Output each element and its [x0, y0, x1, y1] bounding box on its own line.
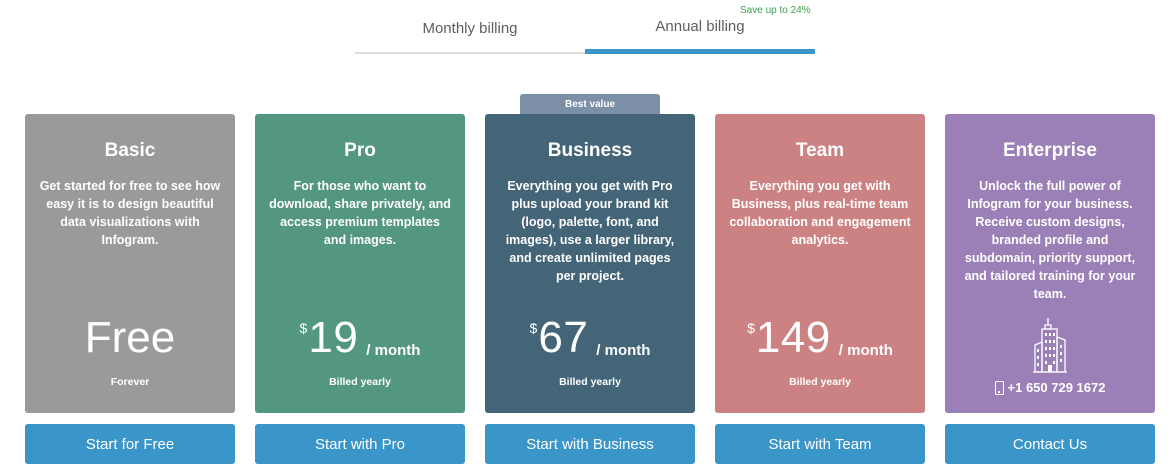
price-currency: $ [299, 320, 308, 336]
price-row: $ 149 / month [715, 312, 925, 368]
best-value-badge: Best value [520, 94, 660, 114]
plan-title: Enterprise [1003, 140, 1097, 161]
contact-us-button[interactable]: Contact Us [945, 424, 1155, 464]
plan-title: Team [795, 140, 845, 161]
price-amount: 67 [538, 313, 589, 362]
billing-note: Forever [110, 376, 150, 388]
enterprise-phone[interactable]: +1 650 729 1672 [945, 380, 1155, 395]
plan-description: Everything you get with Pro plus upload … [505, 179, 675, 283]
tab-monthly-billing-label: Monthly billing [422, 19, 518, 37]
save-note: Save up to 24% [740, 5, 811, 16]
start-business-button[interactable]: Start with Business [485, 424, 695, 464]
price-row: $ 67 / month [485, 312, 695, 368]
price-period: / month [366, 342, 421, 359]
start-free-button[interactable]: Start for Free [25, 424, 235, 464]
plan-description: Everything you get with Business, plus r… [729, 179, 911, 247]
billing-note: Billed yearly [329, 376, 391, 388]
plan-title: Pro [344, 140, 376, 161]
building-icon [1033, 318, 1067, 373]
plan-card-team: Team Everything you get with Business, p… [715, 114, 925, 413]
billing-note: Billed yearly [559, 376, 621, 388]
plan-card-business: Business Everything you get with Pro plu… [485, 114, 695, 413]
start-team-button[interactable]: Start with Team [715, 424, 925, 464]
billing-note: Billed yearly [789, 376, 851, 388]
price-row: Free [25, 312, 235, 368]
phone-icon [994, 380, 1004, 395]
price-period: / month [596, 342, 651, 359]
price-amount: 149 [755, 313, 831, 362]
plan-card-basic: Basic Get started for free to see how ea… [25, 114, 235, 413]
plan-description: Get started for free to see how easy it … [39, 179, 221, 247]
plan-description: For those who want to download, share pr… [269, 179, 451, 247]
price-currency: $ [747, 320, 755, 336]
tab-annual-billing-label: Annual billing [655, 18, 745, 35]
billing-toggle: Monthly billing Annual billing Save up t… [355, 0, 815, 54]
phone-number: +1 650 729 1672 [1007, 380, 1106, 395]
price-period: / month [838, 342, 893, 359]
plan-title: Basic [104, 140, 156, 161]
plan-title: Business [547, 140, 633, 161]
price-amount: 19 [308, 313, 359, 362]
start-pro-button[interactable]: Start with Pro [255, 424, 465, 464]
tab-annual-billing[interactable]: Annual billing [585, 0, 815, 54]
plan-card-pro: Pro For those who want to download, shar… [255, 114, 465, 413]
price-row: $ 19 / month [255, 312, 465, 368]
tab-monthly-billing[interactable]: Monthly billing [355, 0, 585, 54]
price-currency: $ [529, 320, 538, 336]
price-amount: Free [84, 313, 176, 362]
plan-description: Unlock the full power of Infogram for yo… [964, 179, 1136, 301]
plan-card-enterprise: Enterprise Unlock the full power of Info… [945, 114, 1155, 413]
